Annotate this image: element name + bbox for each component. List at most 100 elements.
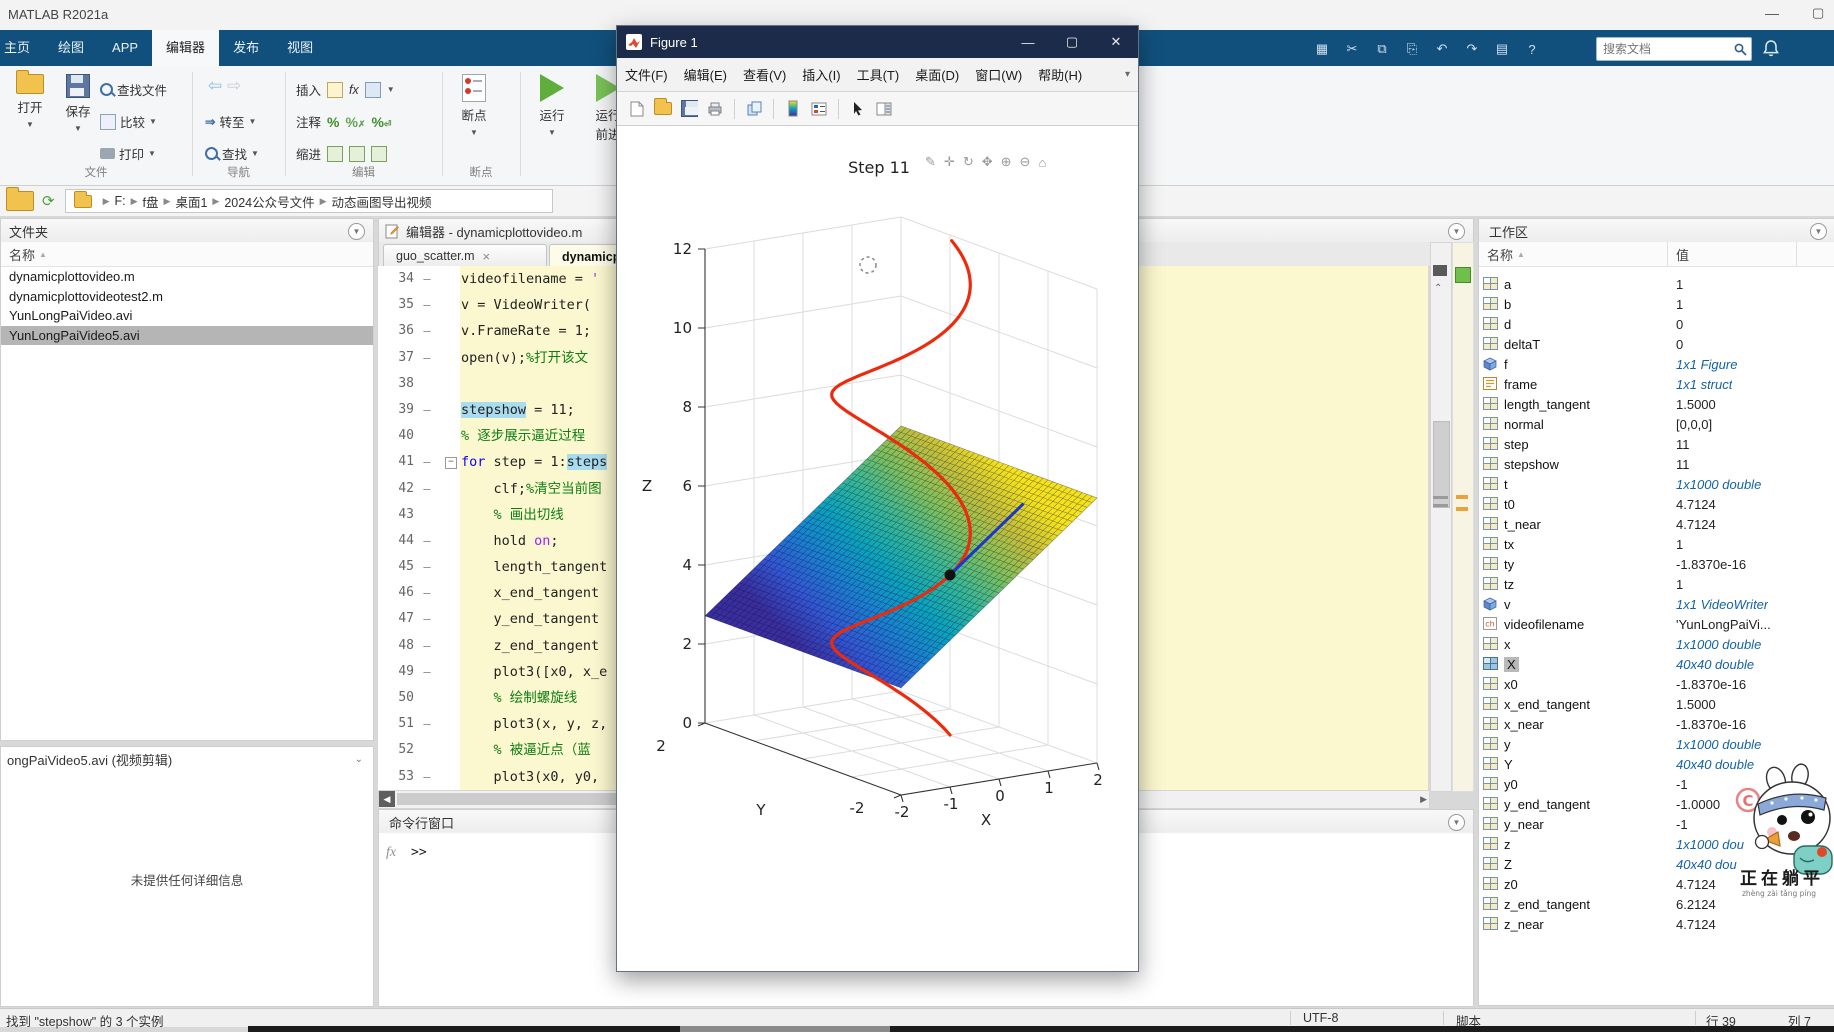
workspace-row[interactable]: x0 -1.8370e-16 <box>1479 674 1833 694</box>
insert-section-icon[interactable] <box>327 81 344 98</box>
file-row[interactable]: YunLongPaiVideo.avi <box>9 308 133 323</box>
code-line[interactable]: 35 — v = VideoWriter( <box>378 292 1428 318</box>
open-button[interactable]: 打开 ▼ <box>4 70 56 130</box>
doc-search-box[interactable] <box>1596 37 1752 61</box>
workspace-row[interactable]: stepshow 11 <box>1479 454 1833 474</box>
code-line[interactable]: 44 — hold on; <box>378 528 1428 554</box>
tab-close-icon[interactable]: × <box>482 248 491 264</box>
workspace-row[interactable]: y_end_tangent -1.0000 <box>1479 794 1833 814</box>
code-line[interactable]: 46 — x_end_tangent <box>378 580 1428 606</box>
analyzer-status-green[interactable] <box>1455 267 1471 283</box>
workspace-row[interactable]: length_tangent 1.5000 <box>1479 394 1833 414</box>
workspace-row[interactable]: y_near -1 <box>1479 814 1833 834</box>
colorbar-icon[interactable] <box>783 99 803 119</box>
breadcrumb-segment[interactable]: 动态画图导出视频 <box>331 195 432 210</box>
save-figure-icon[interactable] <box>679 99 699 119</box>
workspace-row[interactable]: z 1x1000 dou <box>1479 834 1833 854</box>
refresh-icon[interactable]: ⟳ <box>42 193 55 210</box>
wrap-comment-icon[interactable]: %⏎ <box>371 113 392 130</box>
code-line[interactable]: 51 — plot3(x, y, z, <box>378 711 1428 737</box>
legend-icon[interactable] <box>809 99 829 119</box>
workspace-row[interactable]: tx 1 <box>1479 534 1833 554</box>
run-button[interactable]: 运行 ▼ <box>526 74 578 138</box>
paste-icon[interactable]: ⎘ <box>1406 41 1418 56</box>
maximize-window-icon[interactable]: ▢ <box>1812 5 1825 20</box>
save-quick-icon[interactable]: ▦ <box>1315 41 1329 56</box>
workspace-row[interactable]: y0 -1 <box>1479 774 1833 794</box>
figure-menu-item[interactable]: 插入(I) <box>802 68 841 83</box>
file-details-header[interactable]: ongPaiVideo5.avi (视频剪辑) ⌄ <box>0 746 374 772</box>
workspace-row[interactable]: z_near 4.7124 <box>1479 914 1833 934</box>
workspace-row[interactable]: x_near -1.8370e-16 <box>1479 714 1833 734</box>
ribbon-tab-主页[interactable]: 主页 <box>4 40 31 55</box>
workspace-row[interactable]: Z 40x40 dou <box>1479 854 1833 874</box>
code-line[interactable]: 45 — length_tangent <box>378 554 1428 580</box>
print-quick-icon[interactable]: ▤ <box>1495 41 1509 56</box>
home-view-icon[interactable]: ⌂ <box>1038 154 1047 170</box>
workspace-row[interactable]: y 1x1000 double <box>1479 734 1833 754</box>
workspace-row[interactable]: x_end_tangent 1.5000 <box>1479 694 1833 714</box>
workspace-row[interactable]: Y 40x40 double <box>1479 754 1833 774</box>
smart-indent-icon[interactable] <box>327 145 344 162</box>
code-line[interactable]: 49 — plot3([x0, x_e <box>378 659 1428 685</box>
figure-maximize-icon[interactable]: ▢ <box>1065 34 1079 49</box>
uncomment-icon[interactable]: %✗ <box>345 113 366 130</box>
breakpoints-button[interactable]: 断点 ▼ <box>448 74 500 138</box>
figure-minimize-icon[interactable]: — <box>1021 34 1035 50</box>
comment-icon[interactable]: % <box>327 113 340 130</box>
files-name-column-header[interactable]: 名称 ▲ <box>1 242 373 267</box>
back-arrow-icon[interactable]: ⇦ <box>208 76 223 95</box>
code-line[interactable]: 34 — videofilename = ' <box>378 266 1428 292</box>
editor-vscrollbar[interactable]: ⌃ <box>1430 242 1452 792</box>
breadcrumb-segment[interactable]: 2024公众号文件 <box>224 195 315 210</box>
indent-left-icon[interactable] <box>371 145 388 162</box>
workspace-column-headers[interactable]: 名称 ▲ 值 <box>1479 242 1834 267</box>
hscroll-thumb[interactable] <box>397 793 627 805</box>
indent-right-icon[interactable] <box>349 145 366 162</box>
files-panel-menu-icon[interactable]: ▼ <box>348 222 365 240</box>
menu-overflow-icon[interactable]: ▾ <box>1124 69 1130 80</box>
breadcrumb-segment[interactable]: f盘 <box>142 195 159 210</box>
print-figure-icon[interactable] <box>705 99 725 119</box>
editor-panel-menu-icon[interactable]: ▼ <box>1448 222 1465 240</box>
code-line[interactable]: 39 — stepshow = 11; <box>378 397 1428 423</box>
workspace-row[interactable]: frame 1x1 struct <box>1479 374 1833 394</box>
figure-menu-item[interactable]: 工具(T) <box>856 68 900 83</box>
workspace-row[interactable]: z0 4.7124 <box>1479 874 1833 894</box>
figure-close-icon[interactable]: ✕ <box>1110 34 1122 49</box>
open-file-icon[interactable] <box>653 98 673 119</box>
figure-menu-item[interactable]: 桌面(D) <box>915 68 960 83</box>
file-row[interactable]: YunLongPaiVideo5.avi <box>1 325 373 345</box>
figure-menu-item[interactable]: 文件(F) <box>625 68 668 83</box>
code-line[interactable]: 47 — y_end_tangent <box>378 606 1428 632</box>
breadcrumb-segment[interactable]: 桌面1 <box>175 195 208 210</box>
copy-figure-icon[interactable] <box>744 99 764 119</box>
figure-titlebar[interactable]: Figure 1 — ▢ ✕ <box>617 26 1138 58</box>
code-line[interactable]: 37 — open(v);%打开该文 <box>378 345 1428 371</box>
figure-menu-item[interactable]: 帮助(H) <box>1038 68 1083 83</box>
new-figure-icon[interactable] <box>627 99 647 119</box>
datatip-icon[interactable]: ✛ <box>943 154 955 169</box>
command-window-menu-icon[interactable]: ▼ <box>1448 813 1465 831</box>
code-line[interactable]: 41 — − for step = 1:steps <box>378 449 1428 475</box>
redo-icon[interactable]: ↷ <box>1466 41 1478 56</box>
workspace-row[interactable]: z_end_tangent 6.2124 <box>1479 894 1833 914</box>
hscroll-right-icon[interactable]: ▶ <box>1420 794 1427 804</box>
folder-up-icon[interactable] <box>6 187 34 211</box>
code-line[interactable]: 50 % 绘制螺旋线 <box>378 685 1428 711</box>
code-analyzer-strip[interactable] <box>1452 242 1474 792</box>
copy-icon[interactable]: ⧉ <box>1377 41 1387 56</box>
file-row[interactable]: dynamicplottovideotest2.m <box>9 288 163 304</box>
workspace-row[interactable]: t0 4.7124 <box>1479 494 1833 514</box>
figure-menu-item[interactable]: 窗口(W) <box>975 68 1023 83</box>
vscroll-top-cap[interactable] <box>1433 265 1447 276</box>
zoom-out-icon[interactable]: ⊖ <box>1019 154 1031 169</box>
cut-icon[interactable]: ✂ <box>1346 41 1358 56</box>
rotate3d-icon[interactable]: ↻ <box>962 154 974 169</box>
workspace-menu-icon[interactable]: ▼ <box>1810 222 1827 240</box>
find-files-button[interactable]: 查找文件 <box>100 80 167 99</box>
code-line[interactable]: 38 <box>378 371 1428 397</box>
